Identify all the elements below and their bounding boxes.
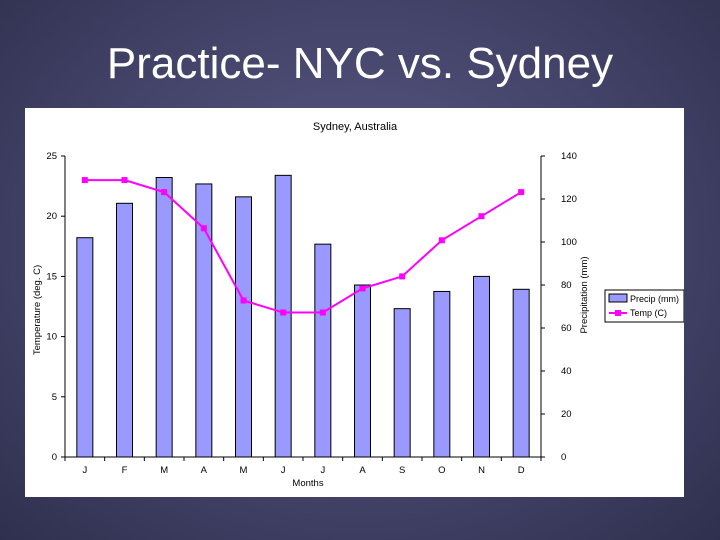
left-axis: 0 5 10 15 20 25 <box>46 151 66 463</box>
temp-line-series <box>81 177 525 316</box>
x-tick-label: M <box>240 465 248 476</box>
temp-point <box>280 309 287 316</box>
legend-label-precip: Precip (mm) <box>630 294 679 304</box>
x-tick-label: D <box>518 465 525 476</box>
left-tick-label: 10 <box>46 332 57 343</box>
temp-point <box>240 297 247 304</box>
right-tick-label: 60 <box>561 323 572 334</box>
x-tick-label: J <box>320 465 325 476</box>
precip-bar <box>314 243 332 458</box>
temp-point <box>319 309 326 316</box>
x-tick-label: M <box>160 465 168 476</box>
x-tick-label: F <box>122 465 128 476</box>
temp-point <box>161 189 168 196</box>
temp-point <box>81 177 88 184</box>
right-tick-label: 80 <box>561 280 572 291</box>
x-tick-label: A <box>201 465 208 476</box>
precip-bar <box>235 196 252 458</box>
temp-point <box>200 225 207 232</box>
precip-bar <box>76 237 94 458</box>
right-tick-label: 120 <box>561 194 577 205</box>
right-axis-title: Precipitation (mm) <box>579 256 590 333</box>
precip-bar <box>473 275 490 458</box>
precip-bar <box>433 290 451 458</box>
precip-bar <box>354 284 371 458</box>
x-tick-label: N <box>478 465 485 476</box>
temp-point <box>518 189 525 196</box>
combo-chart: Sydney, Australia 0 5 10 15 20 25 0 20 40 60 80 10… <box>32 121 684 489</box>
right-tick-label: 40 <box>561 366 572 377</box>
legend: Precip (mm) Temp (C) <box>604 289 684 323</box>
left-tick-label: 20 <box>46 211 57 222</box>
precip-bar <box>195 183 213 458</box>
right-tick-label: 0 <box>561 452 566 463</box>
left-tick-label: 15 <box>46 271 57 282</box>
right-axis: 0 20 40 60 80 100 120 140 <box>540 151 577 463</box>
precip-bar <box>512 288 530 458</box>
chart-panel: Sydney, Australia 0 5 10 15 20 25 0 20 40 60 80 10… <box>25 108 684 497</box>
left-tick-label: 5 <box>52 392 57 403</box>
slide-title: Practice- NYC vs. Sydney <box>106 39 614 88</box>
right-tick-label: 20 <box>561 409 572 420</box>
temp-point <box>478 213 485 220</box>
legend-label-temp: Temp (C) <box>630 308 667 318</box>
x-axis-title: Months <box>292 478 323 489</box>
x-tick-label: O <box>438 465 445 476</box>
precip-bars <box>76 174 530 458</box>
precip-bar <box>155 177 173 458</box>
left-tick-label: 25 <box>46 151 57 162</box>
x-tick-label: S <box>399 465 405 476</box>
left-axis-title: Temperature (deg. C) <box>32 265 43 355</box>
legend-marker-temp <box>615 310 621 316</box>
temp-point <box>121 177 128 184</box>
precip-bar <box>393 308 411 458</box>
x-tick-label: J <box>281 465 286 476</box>
precip-bar <box>274 174 292 458</box>
temp-point <box>399 273 406 280</box>
temp-point <box>438 237 445 244</box>
chart-title: Sydney, Australia <box>313 121 398 133</box>
right-tick-label: 140 <box>561 151 577 162</box>
temp-line <box>84 179 522 314</box>
x-tick-label: A <box>359 465 366 476</box>
x-tick-label: J <box>82 465 87 476</box>
precip-bar <box>116 202 133 458</box>
temp-point <box>359 285 366 292</box>
legend-swatch-precip <box>608 293 628 303</box>
right-tick-label: 100 <box>561 237 577 248</box>
left-tick-label: 0 <box>52 452 57 463</box>
